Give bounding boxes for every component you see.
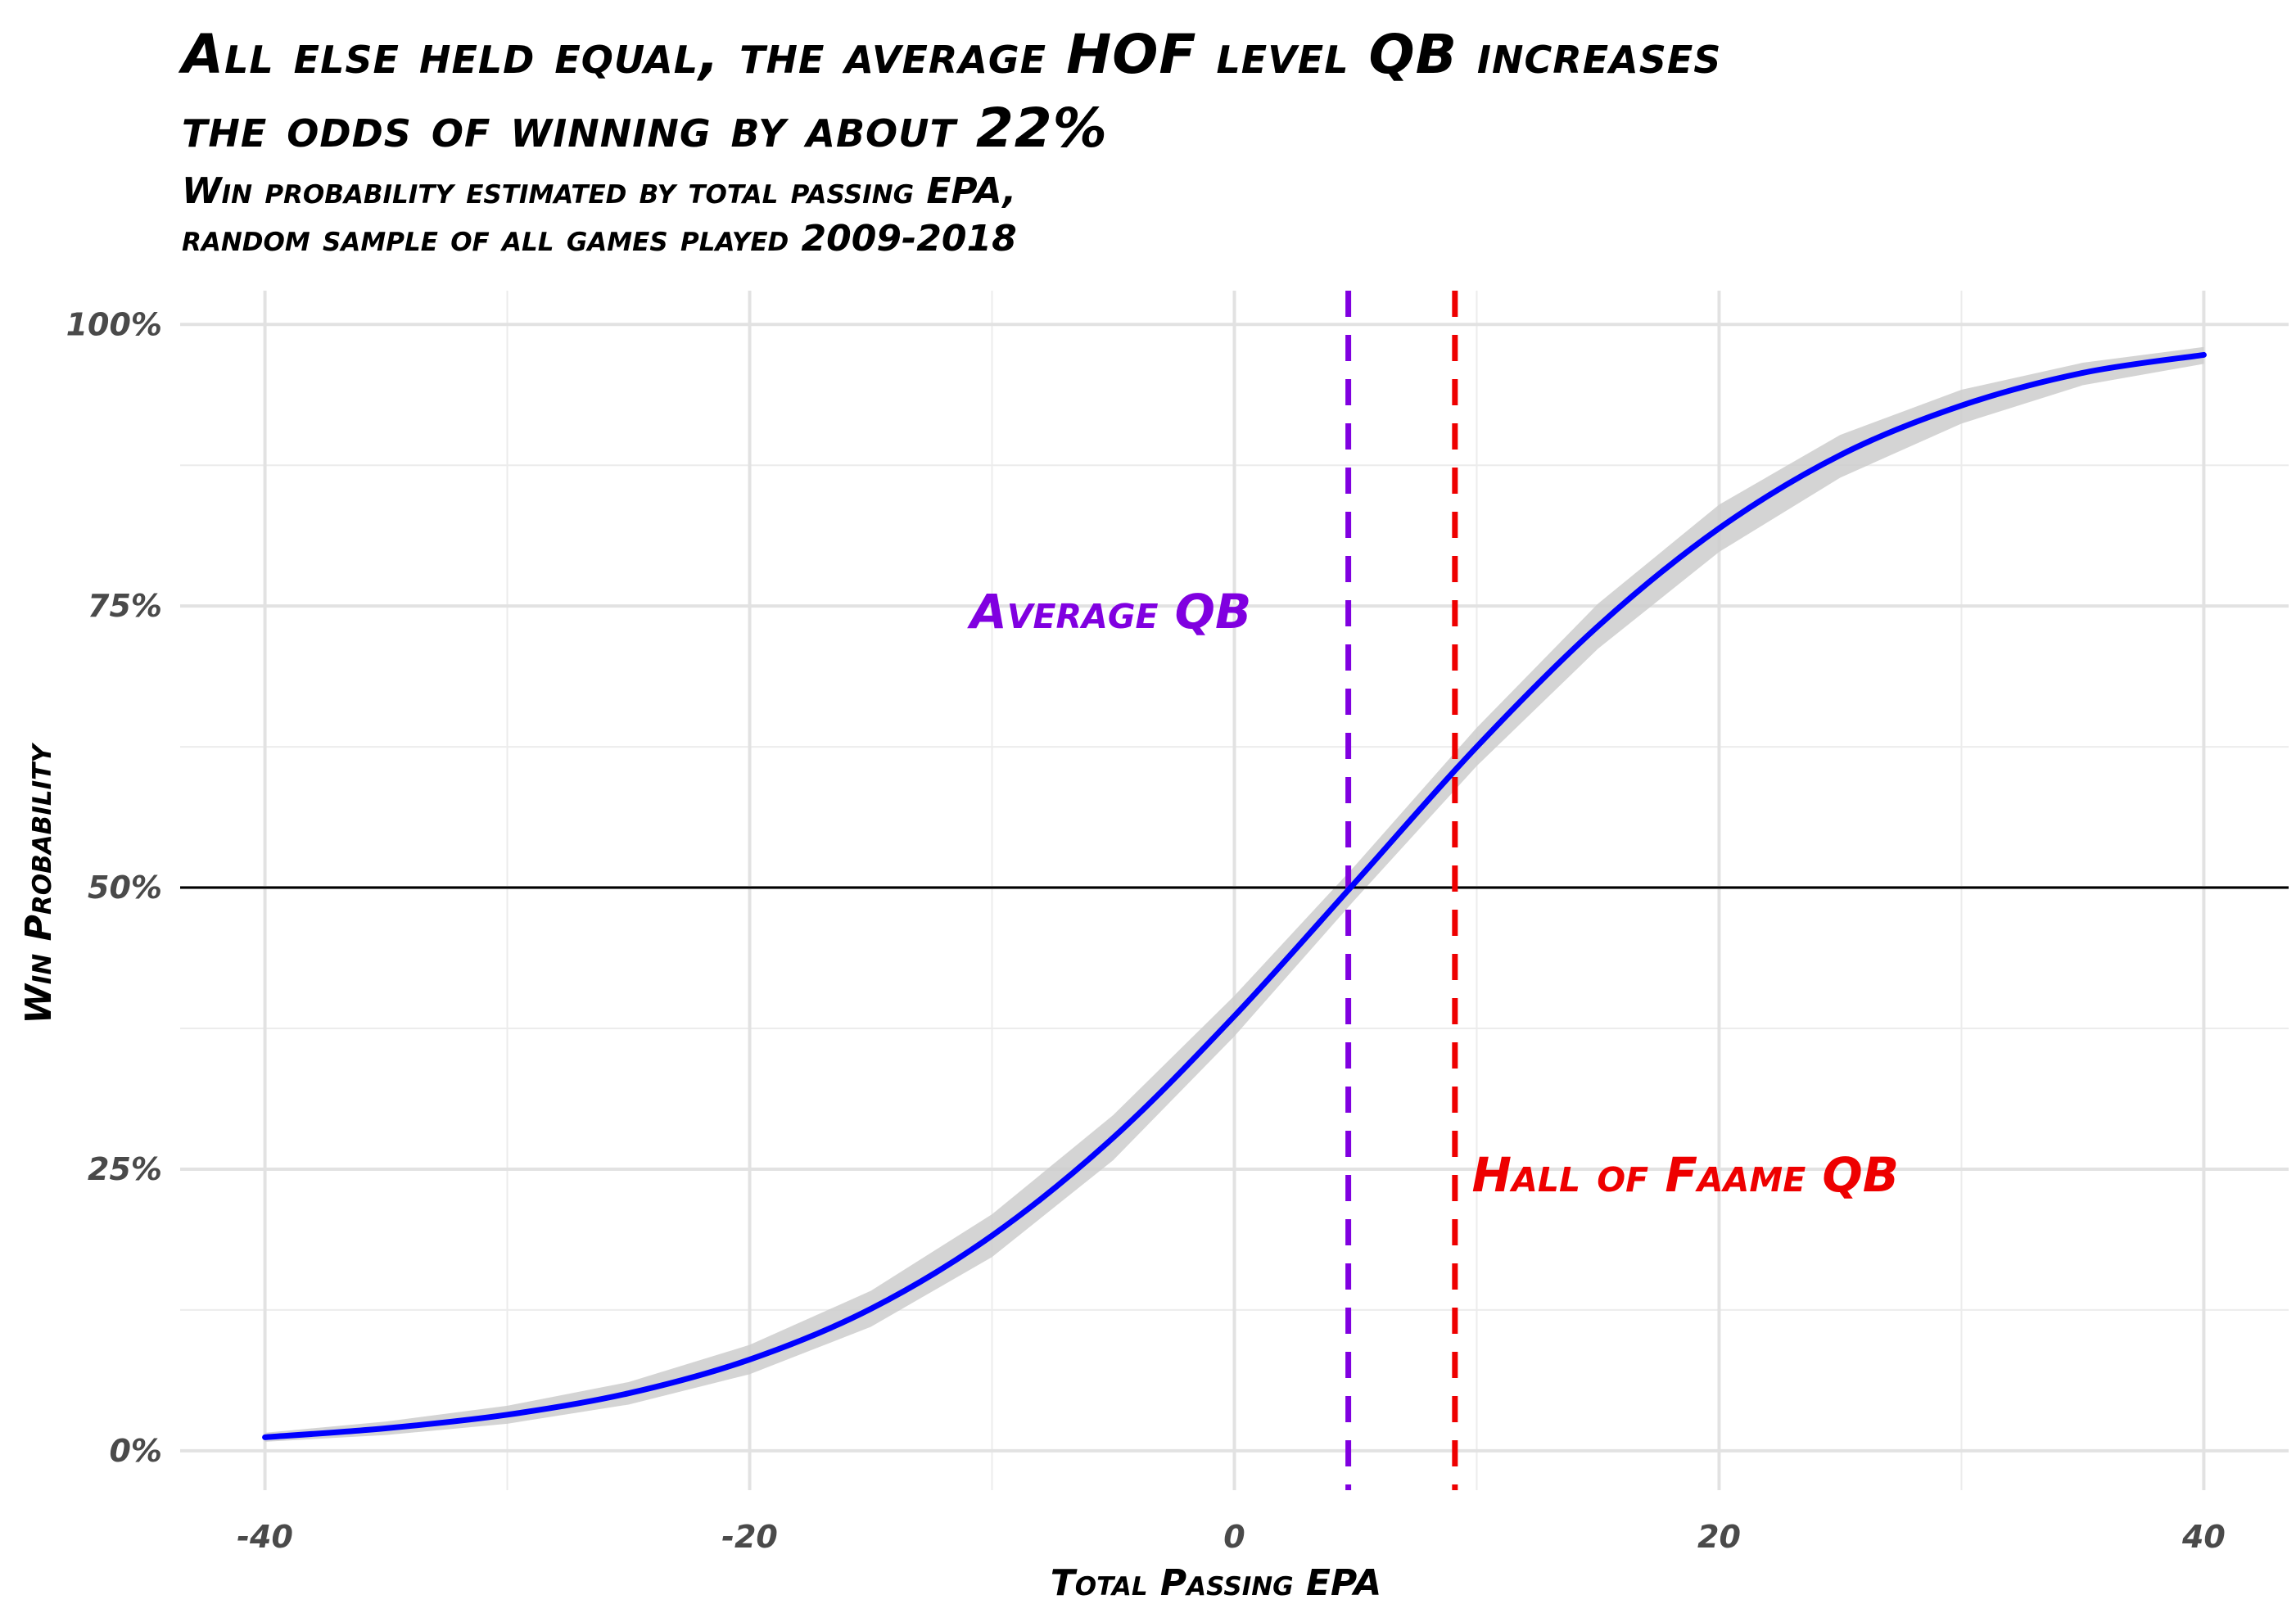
x-tick-label: 40 bbox=[2181, 1519, 2226, 1555]
y-tick-label: 75% bbox=[88, 588, 162, 624]
chart-title-line-2: the odds of winning by about 22% bbox=[182, 97, 1108, 160]
y-tick-label: 50% bbox=[88, 870, 162, 906]
y-tick-label: 0% bbox=[109, 1433, 162, 1469]
x-tick-label: -20 bbox=[721, 1519, 778, 1555]
annotation-label: Hall of Faame QB bbox=[1472, 1147, 1899, 1203]
chart-title-line-1: All else held equal, the average HOF lev… bbox=[182, 23, 1722, 86]
chart-title: All else held equal, the average HOF lev… bbox=[182, 18, 2188, 165]
y-tick-label: 25% bbox=[88, 1151, 162, 1187]
chart-subtitle-line-2: random sample of all games played 2009-2… bbox=[182, 218, 1017, 260]
chart-subtitle-line-1: Win probability estimated by total passi… bbox=[182, 170, 1017, 212]
x-tick-labels: -40 -20 0 20 40 bbox=[237, 1519, 2226, 1555]
series-line bbox=[262, 351, 2207, 1440]
y-axis-label: Win Probability bbox=[18, 742, 60, 1024]
series-layer bbox=[262, 351, 2207, 1440]
x-tick-label: -40 bbox=[237, 1519, 293, 1555]
grid-major bbox=[180, 291, 2289, 1490]
annotation-label: Average QB bbox=[967, 584, 1251, 639]
x-axis-label: Total Passing EPA bbox=[1051, 1562, 1382, 1604]
y-tick-label: 100% bbox=[66, 306, 162, 342]
x-tick-label: 20 bbox=[1697, 1519, 1741, 1555]
chart-subtitle: Win probability estimated by total passi… bbox=[182, 168, 2188, 263]
annotation-layer: Average QB Hall of Faame QB bbox=[967, 584, 1899, 1203]
x-tick-label: 0 bbox=[1223, 1519, 1245, 1555]
y-tick-labels: 0% 25% 50% 75% 100% bbox=[66, 306, 162, 1469]
